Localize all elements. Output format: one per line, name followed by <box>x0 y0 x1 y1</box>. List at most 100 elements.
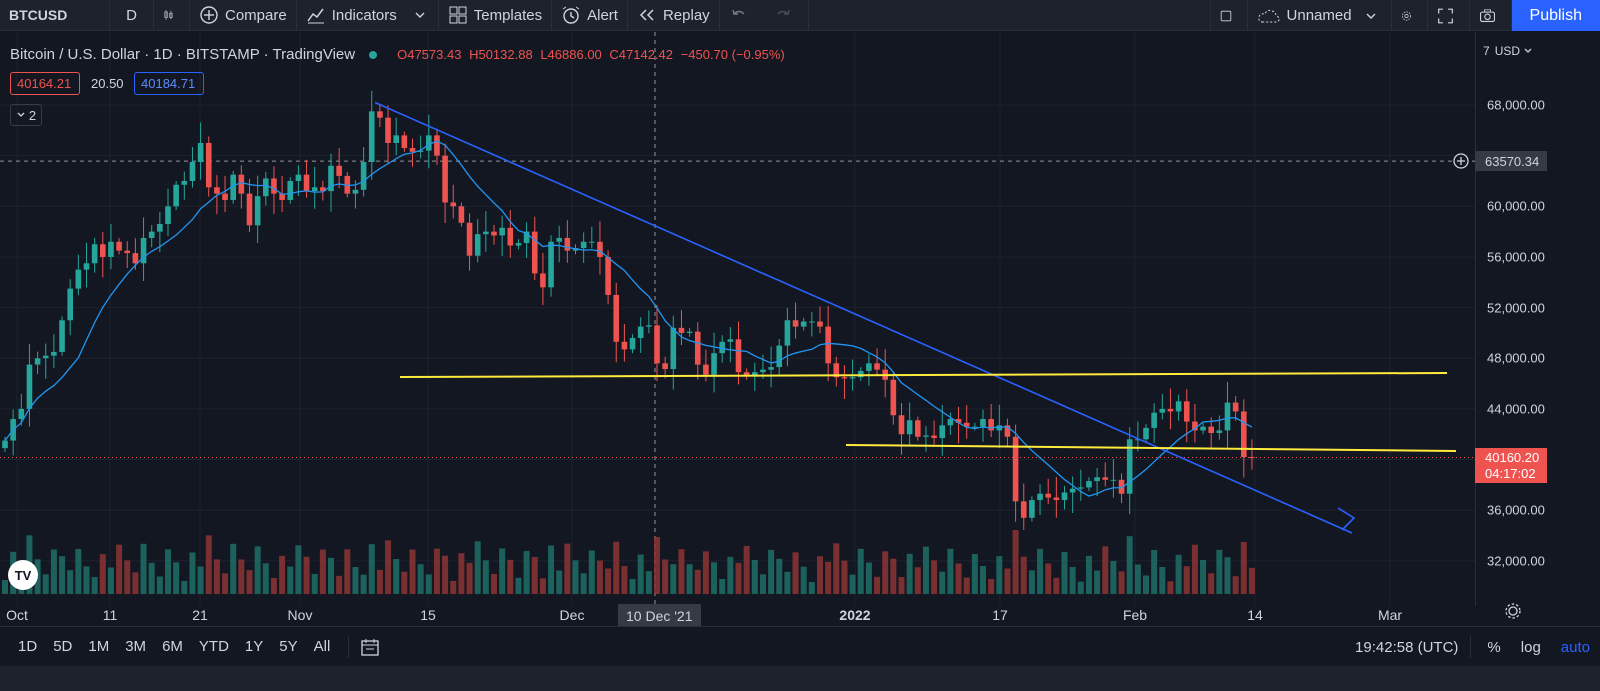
right-toolbar <box>1550 32 1600 606</box>
candle-body <box>809 321 815 323</box>
volume-bar <box>1191 544 1198 594</box>
trend-arrow-head <box>1337 507 1356 531</box>
currency-selector[interactable]: 7 USD <box>1483 44 1533 58</box>
indicators-button[interactable]: Indicators <box>297 0 439 31</box>
templates-button[interactable]: Templates <box>439 0 553 31</box>
volume-bar <box>751 560 758 594</box>
replay-button[interactable]: Replay <box>628 0 720 31</box>
volume-bar <box>588 550 595 594</box>
candle-body <box>59 320 65 352</box>
range-button-1m[interactable]: 1M <box>88 638 110 655</box>
candle-body <box>320 187 326 192</box>
time-tick-label: Mar <box>1377 607 1403 623</box>
volume-bar <box>279 555 286 594</box>
sell-price-box[interactable]: 40164.21 <box>10 72 80 95</box>
candle-body <box>409 148 416 152</box>
symbol-label: BTCUSD <box>9 7 68 23</box>
volume-bar <box>491 574 497 594</box>
volume-bar <box>800 566 807 594</box>
candle-body <box>915 420 921 437</box>
settings-button[interactable] <box>1392 0 1428 31</box>
redo-button[interactable] <box>764 0 809 31</box>
candle-body <box>1151 412 1157 428</box>
range-button-1y[interactable]: 1Y <box>244 638 264 655</box>
time-tick-label: Oct <box>6 607 28 623</box>
volume-bar <box>238 559 245 594</box>
chart-type-button[interactable] <box>154 0 190 31</box>
volume-bar <box>1240 542 1247 594</box>
range-button-6m[interactable]: 6M <box>162 638 183 655</box>
symbol-search[interactable]: BTCUSD <box>0 0 110 31</box>
volume-bar <box>686 564 693 594</box>
volume-bar <box>393 559 400 594</box>
range-button-ytd[interactable]: YTD <box>198 638 229 655</box>
chevron-down-icon <box>1366 13 1376 19</box>
volume-bar <box>980 566 986 594</box>
gear-icon <box>1401 10 1411 21</box>
layout-name-button[interactable]: Unnamed <box>1248 0 1392 31</box>
candle-body <box>328 165 334 192</box>
volume-bar <box>124 560 131 594</box>
fullscreen-button[interactable] <box>1428 0 1470 31</box>
candle-body <box>646 325 652 327</box>
volume-bar <box>792 552 799 594</box>
candle-body <box>2 440 8 449</box>
chevron-down-icon <box>1524 48 1532 53</box>
candle-body <box>654 325 660 364</box>
range-button-3m[interactable]: 3M <box>125 638 147 655</box>
log-toggle[interactable]: log <box>1520 638 1541 656</box>
volume-bar <box>955 563 962 594</box>
layout-button[interactable] <box>1209 0 1248 31</box>
volume-bar <box>197 566 204 594</box>
volume-bar <box>662 559 669 594</box>
candle-body <box>792 320 799 327</box>
range-button-1d[interactable]: 1D <box>18 638 38 655</box>
buy-price-box[interactable]: 40184.71 <box>134 72 204 95</box>
candle-body <box>336 165 342 176</box>
utc-clock[interactable]: 19:42:58 (UTC) <box>1355 638 1459 656</box>
range-button-5d[interactable]: 5D <box>53 638 73 655</box>
candle-body <box>849 377 856 379</box>
price-chart[interactable] <box>0 32 1475 606</box>
volume-bar <box>1143 575 1149 594</box>
candle-body <box>564 237 571 251</box>
volume-bar <box>1028 570 1035 594</box>
candle-body <box>401 135 408 149</box>
calendar-range-icon[interactable] <box>359 636 381 658</box>
candle-body <box>898 415 905 435</box>
interval-button[interactable]: D <box>110 0 154 31</box>
percent-toggle[interactable]: % <box>1487 638 1501 656</box>
timezone-settings-icon[interactable] <box>1503 601 1523 621</box>
candle-body <box>1183 401 1190 422</box>
compare-button[interactable]: Compare <box>190 0 297 31</box>
time-tick-label: 2022 <box>839 607 871 623</box>
volume-bar <box>91 577 98 594</box>
volume-bar <box>246 570 253 594</box>
candle-body <box>1167 408 1174 412</box>
candle-body <box>670 327 677 370</box>
snapshot-button[interactable] <box>1470 0 1512 31</box>
volume-bar <box>442 555 449 594</box>
resistance-line <box>399 372 1448 378</box>
auto-toggle[interactable]: auto <box>1560 638 1590 656</box>
candle-body <box>988 419 994 431</box>
volume-bar <box>295 545 302 594</box>
crosshair-price: 63570.34 <box>1485 154 1540 169</box>
publish-button[interactable]: Publish <box>1511 0 1600 31</box>
volume-bar <box>621 566 628 594</box>
alert-button[interactable]: Alert <box>552 0 628 31</box>
candle-body <box>165 206 171 225</box>
volume-bar <box>482 560 489 594</box>
candle-body <box>100 244 106 257</box>
add-alert-icon[interactable] <box>1452 152 1470 170</box>
price-axis[interactable] <box>1475 32 1550 606</box>
candle-body <box>474 234 481 256</box>
cloud-icon <box>1257 9 1280 22</box>
indicators-collapse-button[interactable]: 2 <box>10 104 42 126</box>
undo-button[interactable] <box>720 0 764 31</box>
range-button-all[interactable]: All <box>313 638 331 655</box>
candle-body <box>173 184 179 207</box>
range-button-5y[interactable]: 5Y <box>279 638 298 655</box>
volume-bar <box>450 581 457 594</box>
volume-bar <box>173 562 180 594</box>
